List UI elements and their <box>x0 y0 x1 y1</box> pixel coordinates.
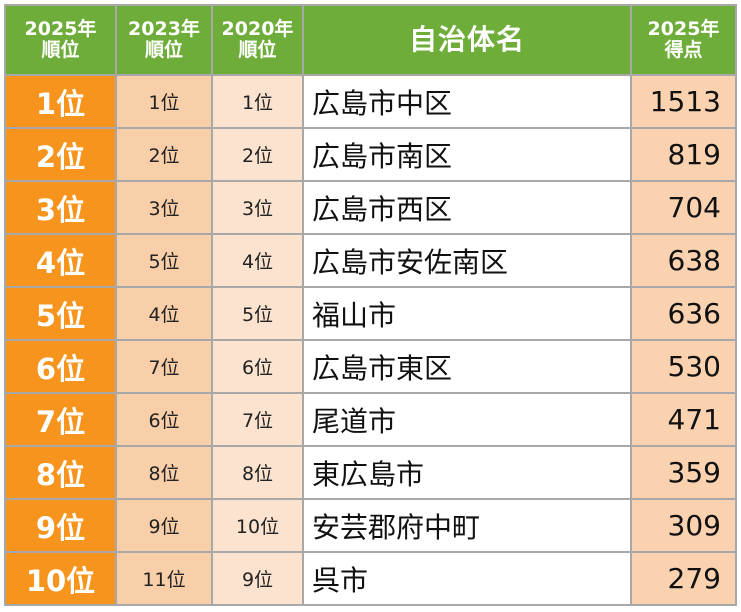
rank-2025-cell: 10位 <box>4 551 117 606</box>
rank-2023-cell: 4位 <box>115 286 213 341</box>
header-score-2025-year: 2025年 <box>647 18 720 41</box>
rank-2020-cell: 10位 <box>211 498 304 553</box>
municipality-cell: 東広島市 <box>302 445 632 500</box>
municipality-cell: 呉市 <box>302 551 632 606</box>
rank-2020-cell: 2位 <box>211 127 304 182</box>
rank-2025-cell: 4位 <box>4 233 117 288</box>
rank-2020-cell: 3位 <box>211 180 304 235</box>
table-row: 1位 1位 1位 広島市中区 1513 <box>4 74 737 129</box>
rank-2025-cell: 8位 <box>4 445 117 500</box>
rank-2023-cell: 6位 <box>115 392 213 447</box>
table-row: 4位 5位 4位 広島市安佐南区 638 <box>4 233 737 288</box>
header-rank-2023-year: 2023年 <box>128 18 200 41</box>
municipality-cell: 広島市西区 <box>302 180 632 235</box>
rank-2025-cell: 5位 <box>4 286 117 341</box>
rank-2020-cell: 9位 <box>211 551 304 606</box>
rank-2025-cell: 6位 <box>4 339 117 394</box>
municipality-cell: 尾道市 <box>302 392 632 447</box>
header-row: 2025年 順位 2023年 順位 2020年 順位 自治体名 2025年 得点 <box>4 4 737 76</box>
header-rank-2020-year: 2020年 <box>221 18 294 41</box>
rank-2023-cell: 5位 <box>115 233 213 288</box>
score-cell: 471 <box>630 392 737 447</box>
score-cell: 1513 <box>630 74 737 129</box>
table-row: 3位 3位 3位 広島市西区 704 <box>4 180 737 235</box>
header-rank-2020-label: 順位 <box>238 39 277 61</box>
rank-2023-cell: 1位 <box>115 74 213 129</box>
rank-2025-cell: 1位 <box>4 74 117 129</box>
header-rank-2023-label: 順位 <box>144 39 183 61</box>
header-rank-2025-year: 2025年 <box>24 18 97 41</box>
table-row: 5位 4位 5位 福山市 636 <box>4 286 737 341</box>
rank-2020-cell: 1位 <box>211 74 304 129</box>
score-cell: 309 <box>630 498 737 553</box>
header-rank-2023: 2023年 順位 <box>115 4 213 76</box>
score-cell: 638 <box>630 233 737 288</box>
header-score-2025-label: 得点 <box>664 39 703 61</box>
rank-2023-cell: 11位 <box>115 551 213 606</box>
table-row: 2位 2位 2位 広島市南区 819 <box>4 127 737 182</box>
municipality-cell: 広島市安佐南区 <box>302 233 632 288</box>
score-cell: 279 <box>630 551 737 606</box>
rank-2025-cell: 3位 <box>4 180 117 235</box>
score-cell: 530 <box>630 339 737 394</box>
table-row: 6位 7位 6位 広島市東区 530 <box>4 339 737 394</box>
rank-2020-cell: 7位 <box>211 392 304 447</box>
table-row: 7位 6位 7位 尾道市 471 <box>4 392 737 447</box>
score-cell: 359 <box>630 445 737 500</box>
header-rank-2025-label: 順位 <box>41 39 80 61</box>
header-rank-2025: 2025年 順位 <box>4 4 117 76</box>
rank-2020-cell: 8位 <box>211 445 304 500</box>
municipality-cell: 広島市東区 <box>302 339 632 394</box>
header-score-2025: 2025年 得点 <box>630 4 737 76</box>
rank-2020-cell: 6位 <box>211 339 304 394</box>
table-row: 10位 11位 9位 呉市 279 <box>4 551 737 606</box>
municipality-cell: 広島市南区 <box>302 127 632 182</box>
header-municipality: 自治体名 <box>302 4 632 76</box>
rank-2023-cell: 9位 <box>115 498 213 553</box>
score-cell: 704 <box>630 180 737 235</box>
municipality-cell: 福山市 <box>302 286 632 341</box>
municipality-cell: 安芸郡府中町 <box>302 498 632 553</box>
rank-2025-cell: 7位 <box>4 392 117 447</box>
header-rank-2020: 2020年 順位 <box>211 4 304 76</box>
ranking-table: 2025年 順位 2023年 順位 2020年 順位 自治体名 2025年 得点… <box>4 4 737 606</box>
score-cell: 819 <box>630 127 737 182</box>
rank-2025-cell: 9位 <box>4 498 117 553</box>
municipality-cell: 広島市中区 <box>302 74 632 129</box>
rank-2023-cell: 8位 <box>115 445 213 500</box>
rank-2025-cell: 2位 <box>4 127 117 182</box>
rank-2023-cell: 2位 <box>115 127 213 182</box>
table-row: 9位 9位 10位 安芸郡府中町 309 <box>4 498 737 553</box>
rank-2023-cell: 7位 <box>115 339 213 394</box>
rank-2023-cell: 3位 <box>115 180 213 235</box>
rank-2020-cell: 5位 <box>211 286 304 341</box>
score-cell: 636 <box>630 286 737 341</box>
table-row: 8位 8位 8位 東広島市 359 <box>4 445 737 500</box>
rank-2020-cell: 4位 <box>211 233 304 288</box>
